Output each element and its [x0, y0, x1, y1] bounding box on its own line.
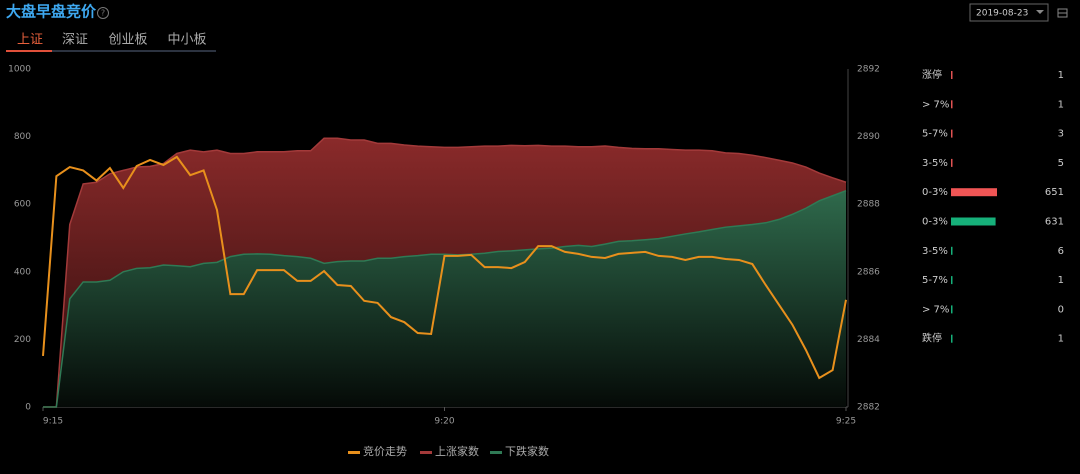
tab[interactable]: 中小板 — [167, 33, 206, 48]
y-tick-label: 1000 — [8, 65, 31, 75]
date-text: 2019-08-23 — [976, 9, 1028, 19]
legend-label: 下跌家数 — [505, 444, 549, 458]
dist-value: 5 — [1058, 158, 1064, 169]
y2-tick-label: 2888 — [857, 200, 880, 210]
dist-value: 3 — [1058, 129, 1064, 140]
x-tick-label: 9:15 — [43, 417, 63, 427]
dist-bar — [951, 334, 953, 343]
help-icon[interactable] — [97, 7, 109, 19]
y-tick-label: 600 — [14, 200, 31, 210]
legend-swatch — [420, 451, 432, 454]
dist-label: 0-3% — [922, 187, 948, 198]
dist-label: 涨停 — [922, 68, 942, 81]
legend-label: 上涨家数 — [435, 444, 479, 458]
tab[interactable]: 创业板 — [108, 33, 147, 48]
area-line — [43, 137, 847, 408]
dist-bar — [951, 188, 997, 197]
dist-value: 1 — [1058, 99, 1064, 110]
legend-swatch — [348, 451, 360, 454]
dist-label: 3-5% — [922, 158, 948, 169]
dist-bar — [951, 276, 953, 285]
price-line — [42, 155, 847, 380]
x-tick-label: 9:20 — [434, 417, 454, 427]
dist-bar — [951, 305, 953, 314]
y2-tick-label: 2882 — [857, 403, 880, 413]
date-picker[interactable] — [969, 3, 1049, 22]
tab[interactable]: 深证 — [62, 33, 88, 48]
y2-tick-label: 2892 — [857, 65, 880, 75]
dist-bar — [951, 217, 996, 226]
dist-label: 5-7% — [922, 275, 948, 286]
dist-label: 跌停 — [922, 332, 942, 345]
area-fill — [43, 190, 846, 407]
dist-value: 631 — [1045, 217, 1064, 228]
dist-label: > 7% — [922, 99, 949, 110]
y-tick-label: 800 — [14, 132, 31, 142]
dist-value: 6 — [1058, 246, 1064, 257]
dist-bar — [951, 71, 953, 79]
dist-value: 1 — [1058, 70, 1064, 81]
dist-label: 5-7% — [922, 129, 948, 140]
dist-label: 3-5% — [922, 246, 948, 257]
legend-swatch — [490, 451, 502, 454]
area-line — [43, 189, 847, 408]
y-tick-label: 200 — [14, 335, 31, 345]
x-tick-label: 9:25 — [836, 417, 856, 427]
dist-label: 0-3% — [922, 217, 948, 228]
legend-label: 竞价走势 — [363, 444, 407, 458]
y-tick-label: 0 — [25, 403, 31, 413]
y2-tick-label: 2884 — [857, 335, 880, 345]
title: 大盘早盘竞价 — [6, 3, 97, 21]
dist-value: 1 — [1058, 334, 1064, 345]
dist-bar — [951, 129, 953, 138]
y2-tick-label: 2886 — [857, 267, 880, 277]
dist-bar — [951, 158, 953, 167]
help-icon-mark: ? — [101, 9, 105, 18]
tab[interactable]: 上证 — [17, 33, 43, 48]
dist-value: 0 — [1058, 304, 1064, 315]
dist-bar — [951, 246, 953, 255]
y2-tick-label: 2890 — [857, 132, 880, 142]
dist-value: 1 — [1058, 275, 1064, 286]
y-tick-label: 400 — [14, 267, 31, 277]
dropdown-arrow — [1036, 10, 1044, 14]
dist-bar — [951, 100, 953, 109]
dist-value: 651 — [1045, 187, 1064, 198]
dist-label: > 7% — [922, 304, 949, 315]
